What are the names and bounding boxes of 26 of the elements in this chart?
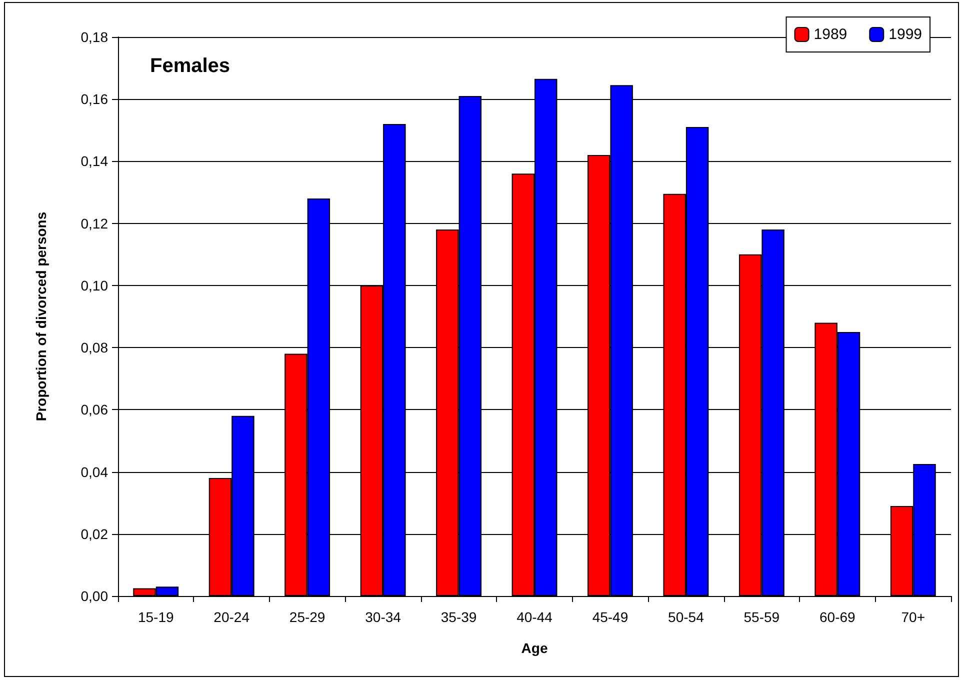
y-tick-label: 0,12: [80, 215, 108, 232]
y-tick-label: 0,10: [80, 277, 108, 294]
x-tick-label: 40-44: [516, 609, 553, 625]
y-tick-label: 0,14: [80, 153, 108, 170]
legend-label: 1999: [888, 26, 922, 43]
text: Females: [150, 55, 230, 77]
y-tick-label: 0,02: [80, 526, 108, 542]
x-tick-label: 35-39: [440, 609, 477, 625]
x-tick-label: 70+: [901, 609, 926, 625]
x-tick-label: 45-49: [592, 609, 628, 625]
x-tick-label: 25-29: [289, 609, 326, 625]
x-tick-label: 20-24: [214, 609, 250, 625]
y-tick-label: 0,06: [80, 402, 108, 418]
x-tick-label: 55-59: [744, 609, 780, 625]
y-tick-label: 0,18: [80, 29, 108, 45]
legend-label: 1989: [814, 26, 848, 43]
x-tick-label: 60-69: [820, 609, 856, 625]
x-axis-title: Age: [521, 640, 548, 656]
x-tick-label: 50-54: [668, 609, 704, 625]
y-tick-label: 0,08: [80, 340, 108, 356]
y-tick-label: 0,04: [80, 464, 108, 480]
y-tick-label: 0,00: [80, 588, 108, 604]
x-tick-label: 30-34: [365, 609, 402, 625]
y-axis-title: Proportion of divorced persons: [33, 212, 49, 422]
x-tick-label: 15-19: [138, 609, 174, 625]
y-tick-label: 0,16: [80, 91, 108, 108]
